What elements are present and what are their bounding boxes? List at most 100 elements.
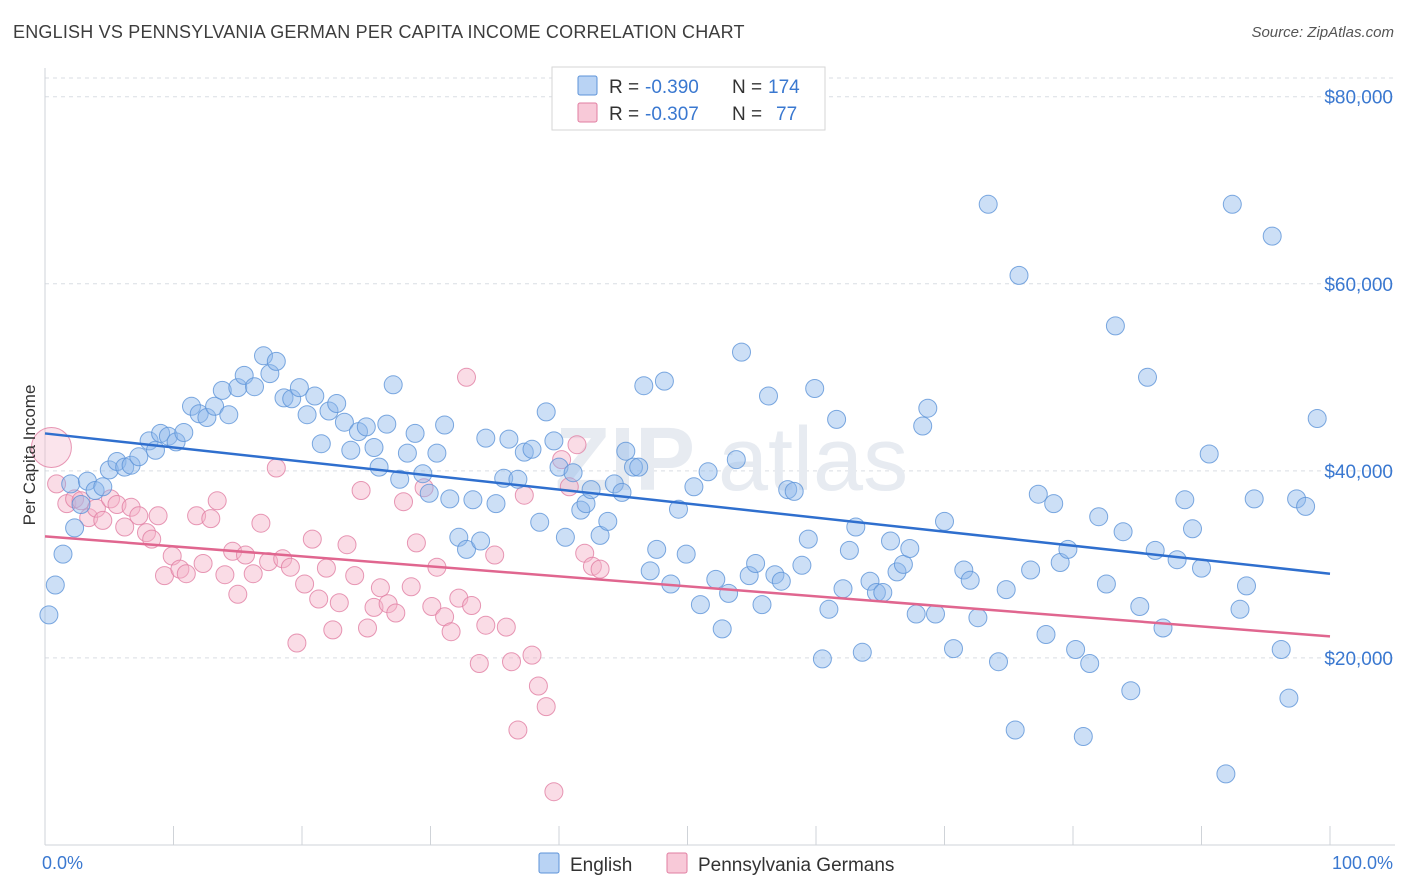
english-point-4 (65, 518, 85, 538)
english-point-23 (205, 396, 225, 416)
english-point-143 (1066, 640, 1086, 659)
english-point-113 (839, 540, 859, 560)
english-point-119 (881, 531, 900, 551)
pg-point-52 (414, 478, 434, 498)
pg-point-42 (345, 566, 365, 586)
english-point-20 (182, 396, 201, 416)
english-point-106 (792, 555, 812, 575)
legend-n-value-1: 174 (768, 77, 800, 98)
english-point-86 (654, 371, 674, 391)
english-point-77 (598, 511, 618, 531)
pg-point-31 (266, 458, 286, 478)
english-point-112 (833, 579, 853, 599)
english-point-131 (968, 608, 988, 628)
english-point-116 (860, 571, 880, 591)
english-point-140 (1044, 494, 1064, 514)
english-point-130 (960, 570, 980, 590)
english-point-165 (1262, 226, 1282, 246)
english-point-108 (805, 379, 825, 398)
english-point-37 (311, 434, 331, 454)
pg-point-56 (441, 622, 461, 642)
english-point-1 (45, 575, 65, 595)
pg-point-58 (457, 367, 476, 387)
y-tick-labels: $20,000 $40,000 $60,000 $80,000 (1324, 88, 1393, 670)
english-point-98 (739, 566, 759, 586)
pg-point-34 (287, 633, 307, 653)
english-point-104 (778, 480, 798, 500)
english-point-58 (463, 490, 483, 510)
english-point-132 (978, 194, 998, 214)
english-point-148 (1105, 316, 1125, 336)
pg-point-62 (485, 545, 505, 565)
english-point-145 (1080, 654, 1100, 673)
pg-point-70 (544, 782, 564, 802)
english-point-110 (819, 599, 839, 619)
english-point-56 (449, 527, 469, 547)
pg-point-51 (406, 533, 426, 553)
pg-point-66 (514, 485, 534, 505)
english-point-10 (107, 452, 127, 471)
english-point-118 (873, 583, 893, 602)
english-point-66 (522, 439, 542, 459)
english-point-49 (397, 443, 417, 463)
english-point-136 (1009, 265, 1029, 285)
english-point-169 (1296, 496, 1316, 516)
english-point-36 (305, 386, 325, 406)
english-point-126 (926, 604, 945, 624)
english-point-79 (612, 482, 632, 502)
legend-n-label-2: N = (732, 104, 762, 125)
y-tick-label-1: $40,000 (1324, 462, 1393, 483)
english-point-11 (115, 457, 135, 477)
english-point-84 (640, 561, 660, 581)
english-point-164 (1244, 489, 1264, 509)
english-point-155 (1167, 550, 1187, 570)
english-point-35 (297, 405, 317, 425)
english-point-73 (571, 500, 591, 520)
english-point-32 (274, 388, 294, 408)
pg-point-7 (93, 510, 113, 530)
pg-point-76 (590, 559, 610, 579)
english-point-149 (1113, 522, 1133, 542)
english-point-166 (1271, 640, 1291, 659)
pg-point-33 (280, 557, 300, 577)
english-point-74 (576, 494, 596, 514)
english-point-97 (732, 342, 751, 362)
english-point-99 (746, 554, 766, 573)
legend-english-label: English (570, 855, 632, 876)
pg-point-39 (323, 620, 343, 640)
english-point-124 (913, 416, 933, 436)
english-point-67 (530, 512, 550, 532)
english-point-159 (1199, 444, 1219, 464)
english-point-2 (53, 544, 73, 564)
pg-point-65 (508, 720, 528, 740)
english-point-167 (1279, 688, 1299, 708)
english-point-0 (39, 605, 59, 625)
english-point-69 (544, 431, 564, 451)
axes (44, 68, 1395, 846)
english-point-89 (676, 544, 696, 564)
english-point-151 (1130, 597, 1150, 616)
english-point-70 (549, 457, 569, 477)
pg-point-63 (496, 617, 516, 637)
pg-point-45 (364, 597, 384, 617)
english-point-138 (1028, 484, 1048, 504)
english-point-82 (629, 457, 649, 477)
pg-point-40 (329, 593, 349, 613)
english-point-43 (356, 417, 376, 437)
english-point-163 (1237, 576, 1256, 596)
pg-point-53 (422, 597, 442, 616)
pg-point-12 (129, 506, 149, 526)
english-point-45 (369, 457, 389, 477)
english-point-162 (1230, 599, 1250, 619)
english-point-54 (435, 415, 455, 435)
english-point-9 (99, 460, 119, 480)
english-point-47 (383, 375, 403, 395)
legend-swatch-english (577, 75, 598, 96)
english-point-44 (364, 438, 384, 457)
english-point-34 (289, 378, 309, 398)
english-point-61 (486, 494, 506, 514)
pg-point-13 (137, 523, 156, 543)
english-point-29 (254, 346, 273, 366)
trend-line-pg (44, 535, 1331, 638)
english-point-91 (690, 595, 710, 615)
